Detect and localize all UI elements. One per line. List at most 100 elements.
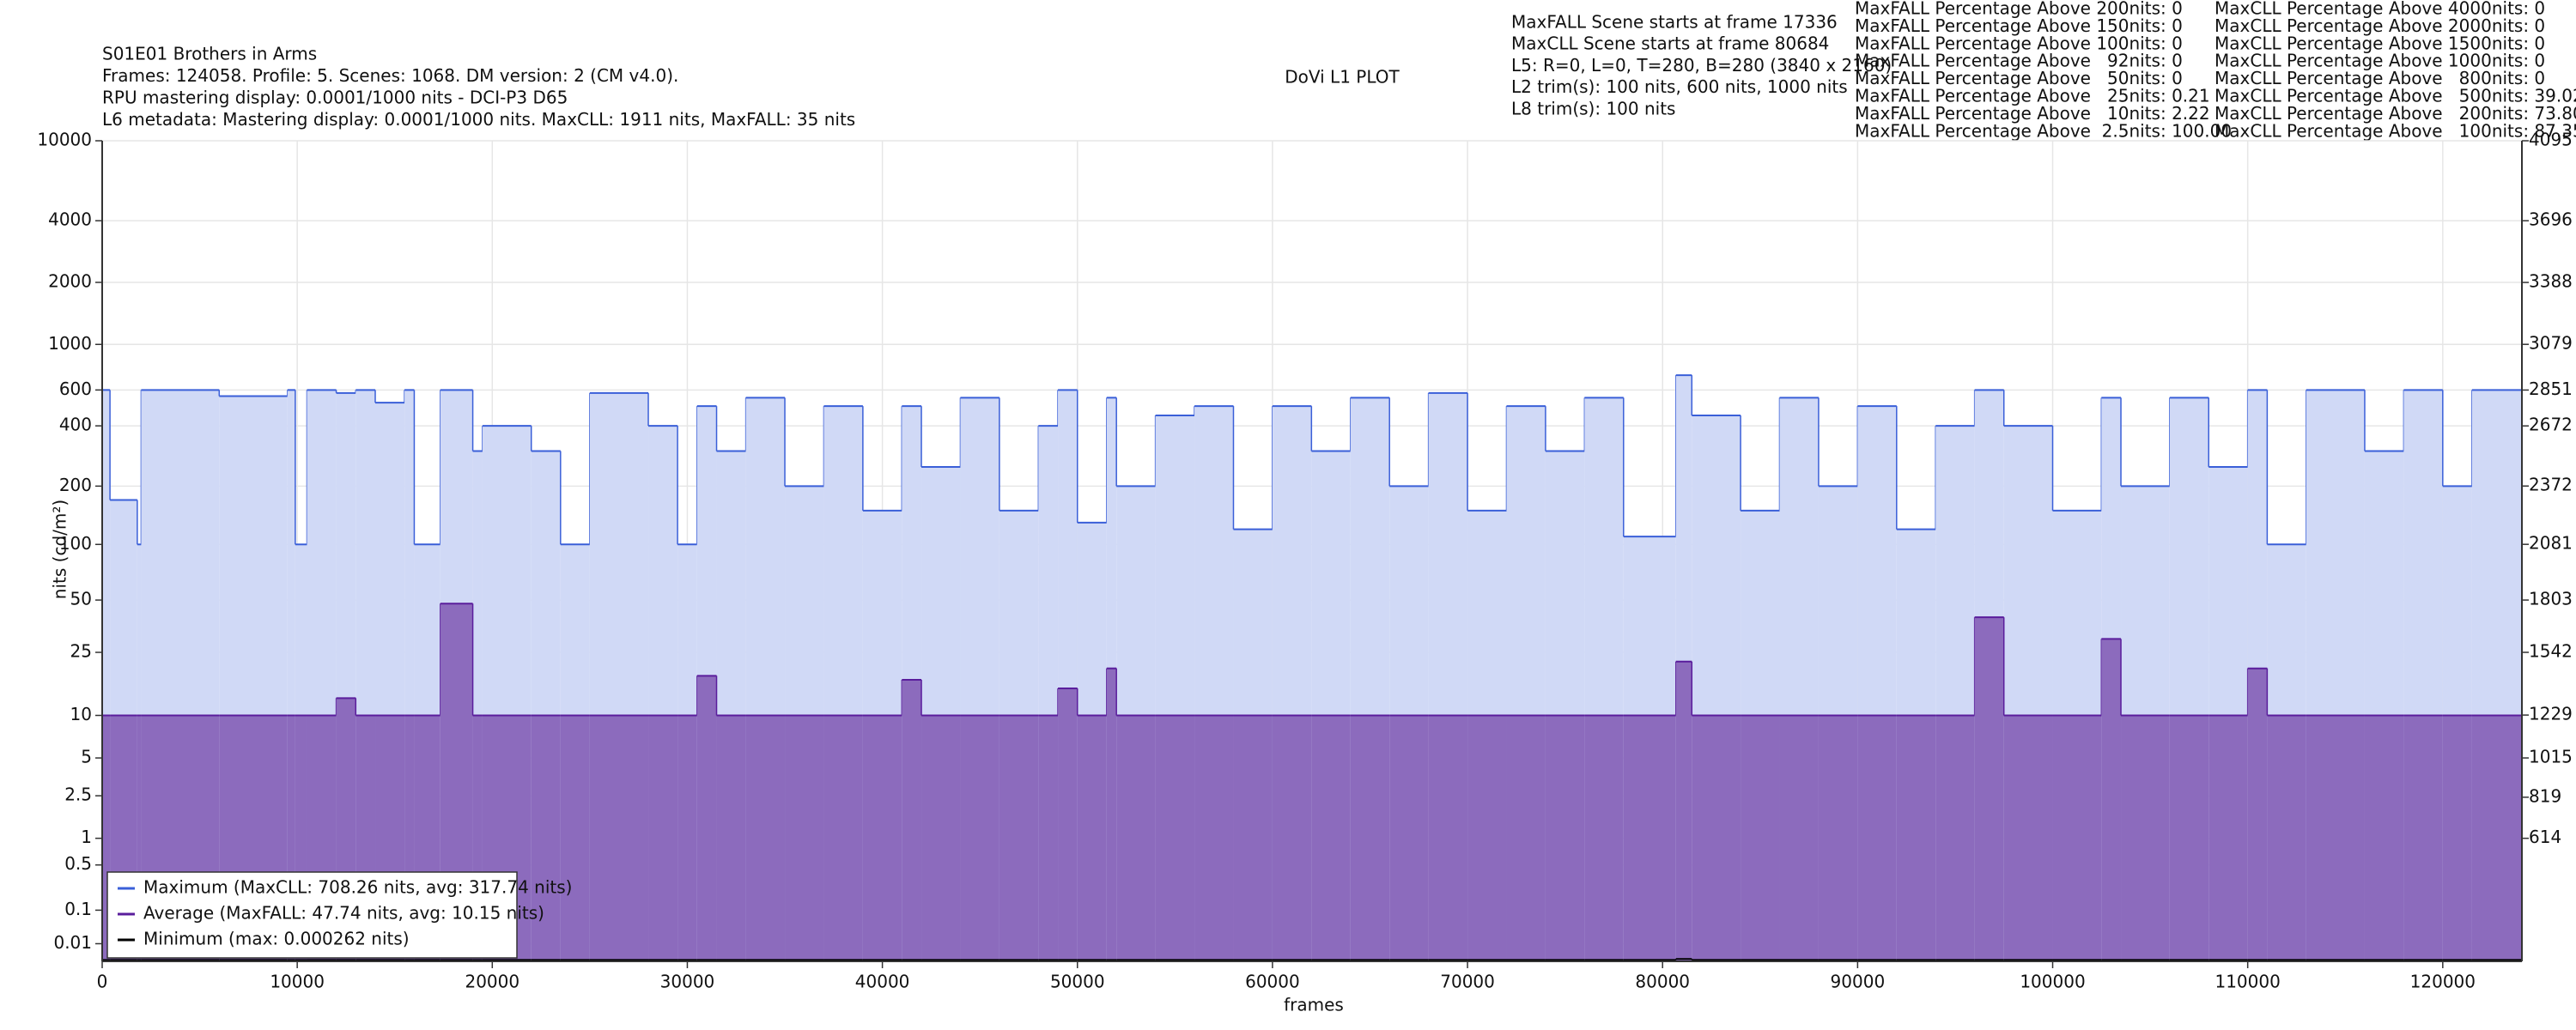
info-text: MaxFALL Percentage Above 200nits: 0 <box>1855 0 2183 19</box>
info-text: MaxFALL Percentage Above 25nits: 0.21 <box>1855 86 2210 106</box>
step-area <box>2003 715 2053 961</box>
y2-tick-label: 614 <box>2529 827 2561 847</box>
x-tick-label: 40000 <box>855 972 910 992</box>
step-area <box>1077 715 1107 961</box>
step-area <box>1675 661 1692 961</box>
step-area <box>902 679 922 961</box>
info-text: MaxFALL Percentage Above 92nits: 0 <box>1855 51 2183 71</box>
step-area <box>999 715 1039 961</box>
step-area <box>716 715 746 961</box>
info-text: MaxFALL Percentage Above 100nits: 0 <box>1855 33 2183 53</box>
step-area <box>1350 715 1390 961</box>
x-tick-label: 0 <box>97 972 108 992</box>
info-text: RPU mastering display: 0.0001/1000 nits … <box>102 88 568 108</box>
y2-tick-label: 2372 <box>2529 475 2573 495</box>
y-tick-label: 600 <box>59 379 92 399</box>
step-area <box>696 676 717 961</box>
y-tick-label: 1000 <box>48 333 92 354</box>
step-area <box>862 715 902 961</box>
info-text: MaxCLL Percentage Above 100nits: 87.35 <box>2215 120 2576 141</box>
step-area <box>1584 715 1624 961</box>
step-area <box>1106 668 1117 961</box>
info-text: MaxCLL Percentage Above 1500nits: 0 <box>2215 33 2545 53</box>
step-area <box>960 715 999 961</box>
y2-tick-label: 3696 <box>2529 209 2573 230</box>
step-area <box>102 390 111 961</box>
info-text: MaxCLL Percentage Above 2000nits: 0 <box>2215 15 2545 36</box>
step-area <box>1272 715 1312 961</box>
step-area <box>648 715 678 961</box>
info-text: MaxCLL Percentage Above 500nits: 39.02 <box>2215 86 2576 106</box>
step-area <box>1818 715 1858 961</box>
step-area <box>823 715 863 961</box>
step-area <box>2208 715 2248 961</box>
series <box>102 603 2523 961</box>
chart-title: DoVi L1 PLOT <box>1285 67 1400 88</box>
step-area <box>1155 715 1195 961</box>
x-tick-label: 120000 <box>2410 972 2476 992</box>
y2-tick-label: 3079 <box>2529 333 2573 354</box>
legend-label: Average (MaxFALL: 47.74 nits, avg: 10.15… <box>143 903 544 924</box>
y-tick-label: 50 <box>70 589 92 609</box>
info-text: MaxCLL Percentage Above 200nits: 73.80 <box>2215 103 2576 124</box>
x-tick-label: 30000 <box>660 972 715 992</box>
y-tick-label: 100 <box>59 533 92 554</box>
y-tick-label: 0.01 <box>53 932 92 953</box>
step-area <box>2442 715 2472 961</box>
y-tick-label: 400 <box>59 415 92 435</box>
step-area <box>2364 715 2404 961</box>
info-text: MaxFALL Percentage Above 10nits: 2.22 <box>1855 103 2210 124</box>
step-area <box>472 451 483 961</box>
y-tick-label: 1 <box>81 827 92 847</box>
x-tick-label: 110000 <box>2215 972 2280 992</box>
x-tick-label: 100000 <box>2020 972 2085 992</box>
step-area <box>1779 715 1819 961</box>
x-tick-label: 60000 <box>1245 972 1300 992</box>
step-area <box>2306 715 2365 961</box>
step-area <box>745 715 786 961</box>
y2-tick-label: 4095 <box>2529 130 2573 150</box>
step-area <box>1428 715 1468 961</box>
step-area <box>1038 715 1059 961</box>
step-area <box>1896 715 1936 961</box>
step-area <box>1935 715 1975 961</box>
step-area <box>472 715 483 961</box>
step-area <box>589 715 649 961</box>
step-area <box>2169 715 2209 961</box>
x-tick-label: 50000 <box>1050 972 1105 992</box>
y-tick-label: 0.1 <box>64 899 92 919</box>
step-area <box>2471 715 2522 961</box>
legend-label: Minimum (max: 0.000262 nits) <box>143 929 410 949</box>
step-area <box>1058 688 1078 961</box>
y2-tick-label: 819 <box>2529 785 2561 806</box>
y2-tick-label: 1015 <box>2529 747 2573 767</box>
info-text: MaxFALL Percentage Above 50nits: 0 <box>1855 68 2183 88</box>
y2-tick-label: 2672 <box>2529 415 2573 435</box>
legend: Maximum (MaxCLL: 708.26 nits, avg: 317.7… <box>106 871 572 959</box>
y-tick-label: 2000 <box>48 270 92 291</box>
y-tick-label: 4000 <box>48 209 92 230</box>
step-area <box>2052 715 2102 961</box>
step-area <box>560 715 590 961</box>
info-text: L5: R=0, L=0, T=280, B=280 (3840 x 2160) <box>1511 55 1892 76</box>
y-tick-label: 10 <box>70 704 92 724</box>
step-area <box>1623 715 1676 961</box>
info-text: L6 metadata: Mastering display: 0.0001/1… <box>102 109 855 130</box>
step-area <box>1857 715 1897 961</box>
info-text: MaxCLL Percentage Above 4000nits: 0 <box>2215 0 2545 19</box>
y2-tick-label: 3388 <box>2529 271 2573 292</box>
y2-tick-label: 1803 <box>2529 589 2573 609</box>
step-area <box>2267 715 2306 961</box>
step-area <box>2403 715 2443 961</box>
info-text: MaxFALL Percentage Above 150nits: 0 <box>1855 15 2183 36</box>
step-area <box>1506 715 1546 961</box>
x-tick-label: 90000 <box>1831 972 1886 992</box>
step-area <box>287 390 295 961</box>
step-area <box>102 715 111 961</box>
y-tick-label: 0.5 <box>64 853 92 874</box>
step-area <box>1545 715 1585 961</box>
step-area <box>1741 715 1780 961</box>
y2-tick-label: 2081 <box>2529 533 2573 554</box>
y-tick-label: 25 <box>70 641 92 662</box>
step-area <box>1974 617 2004 961</box>
